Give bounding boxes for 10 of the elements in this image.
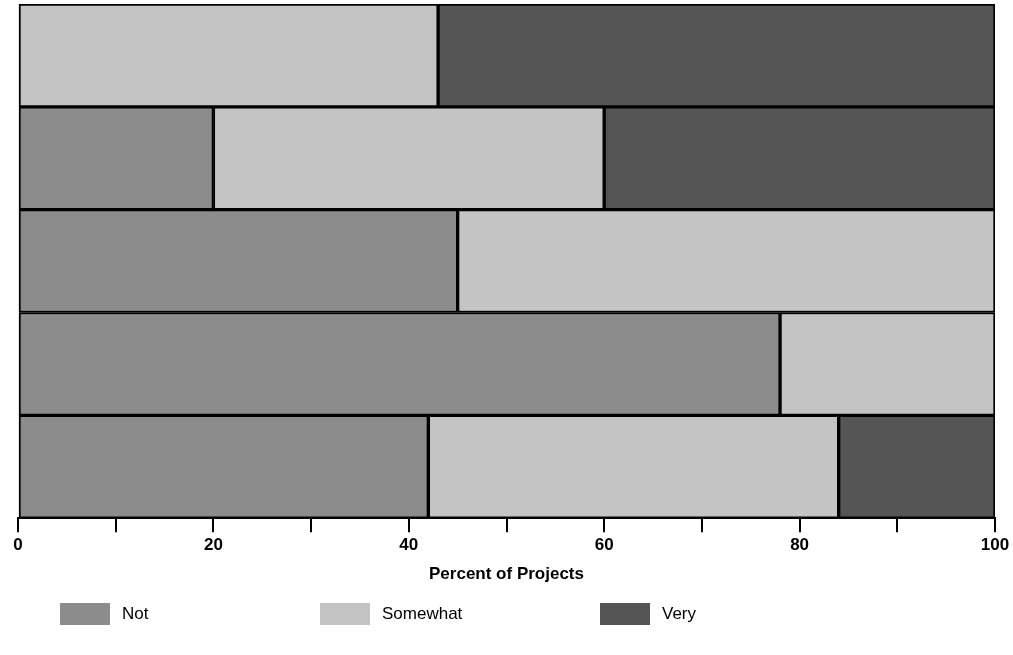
x-tick-label: 80 <box>790 535 810 555</box>
legend-label: Not <box>122 604 149 624</box>
x-tick-label: 60 <box>594 535 614 555</box>
x-axis-title: Percent of Projects <box>429 564 584 584</box>
x-tick-label: 40 <box>399 535 419 555</box>
x-tick-label: 100 <box>980 535 1010 555</box>
x-tick-label: 20 <box>203 535 223 555</box>
x-tick-label: 0 <box>13 535 23 555</box>
legend-label: Somewhat <box>382 604 463 624</box>
legend-label: Very <box>662 604 697 624</box>
